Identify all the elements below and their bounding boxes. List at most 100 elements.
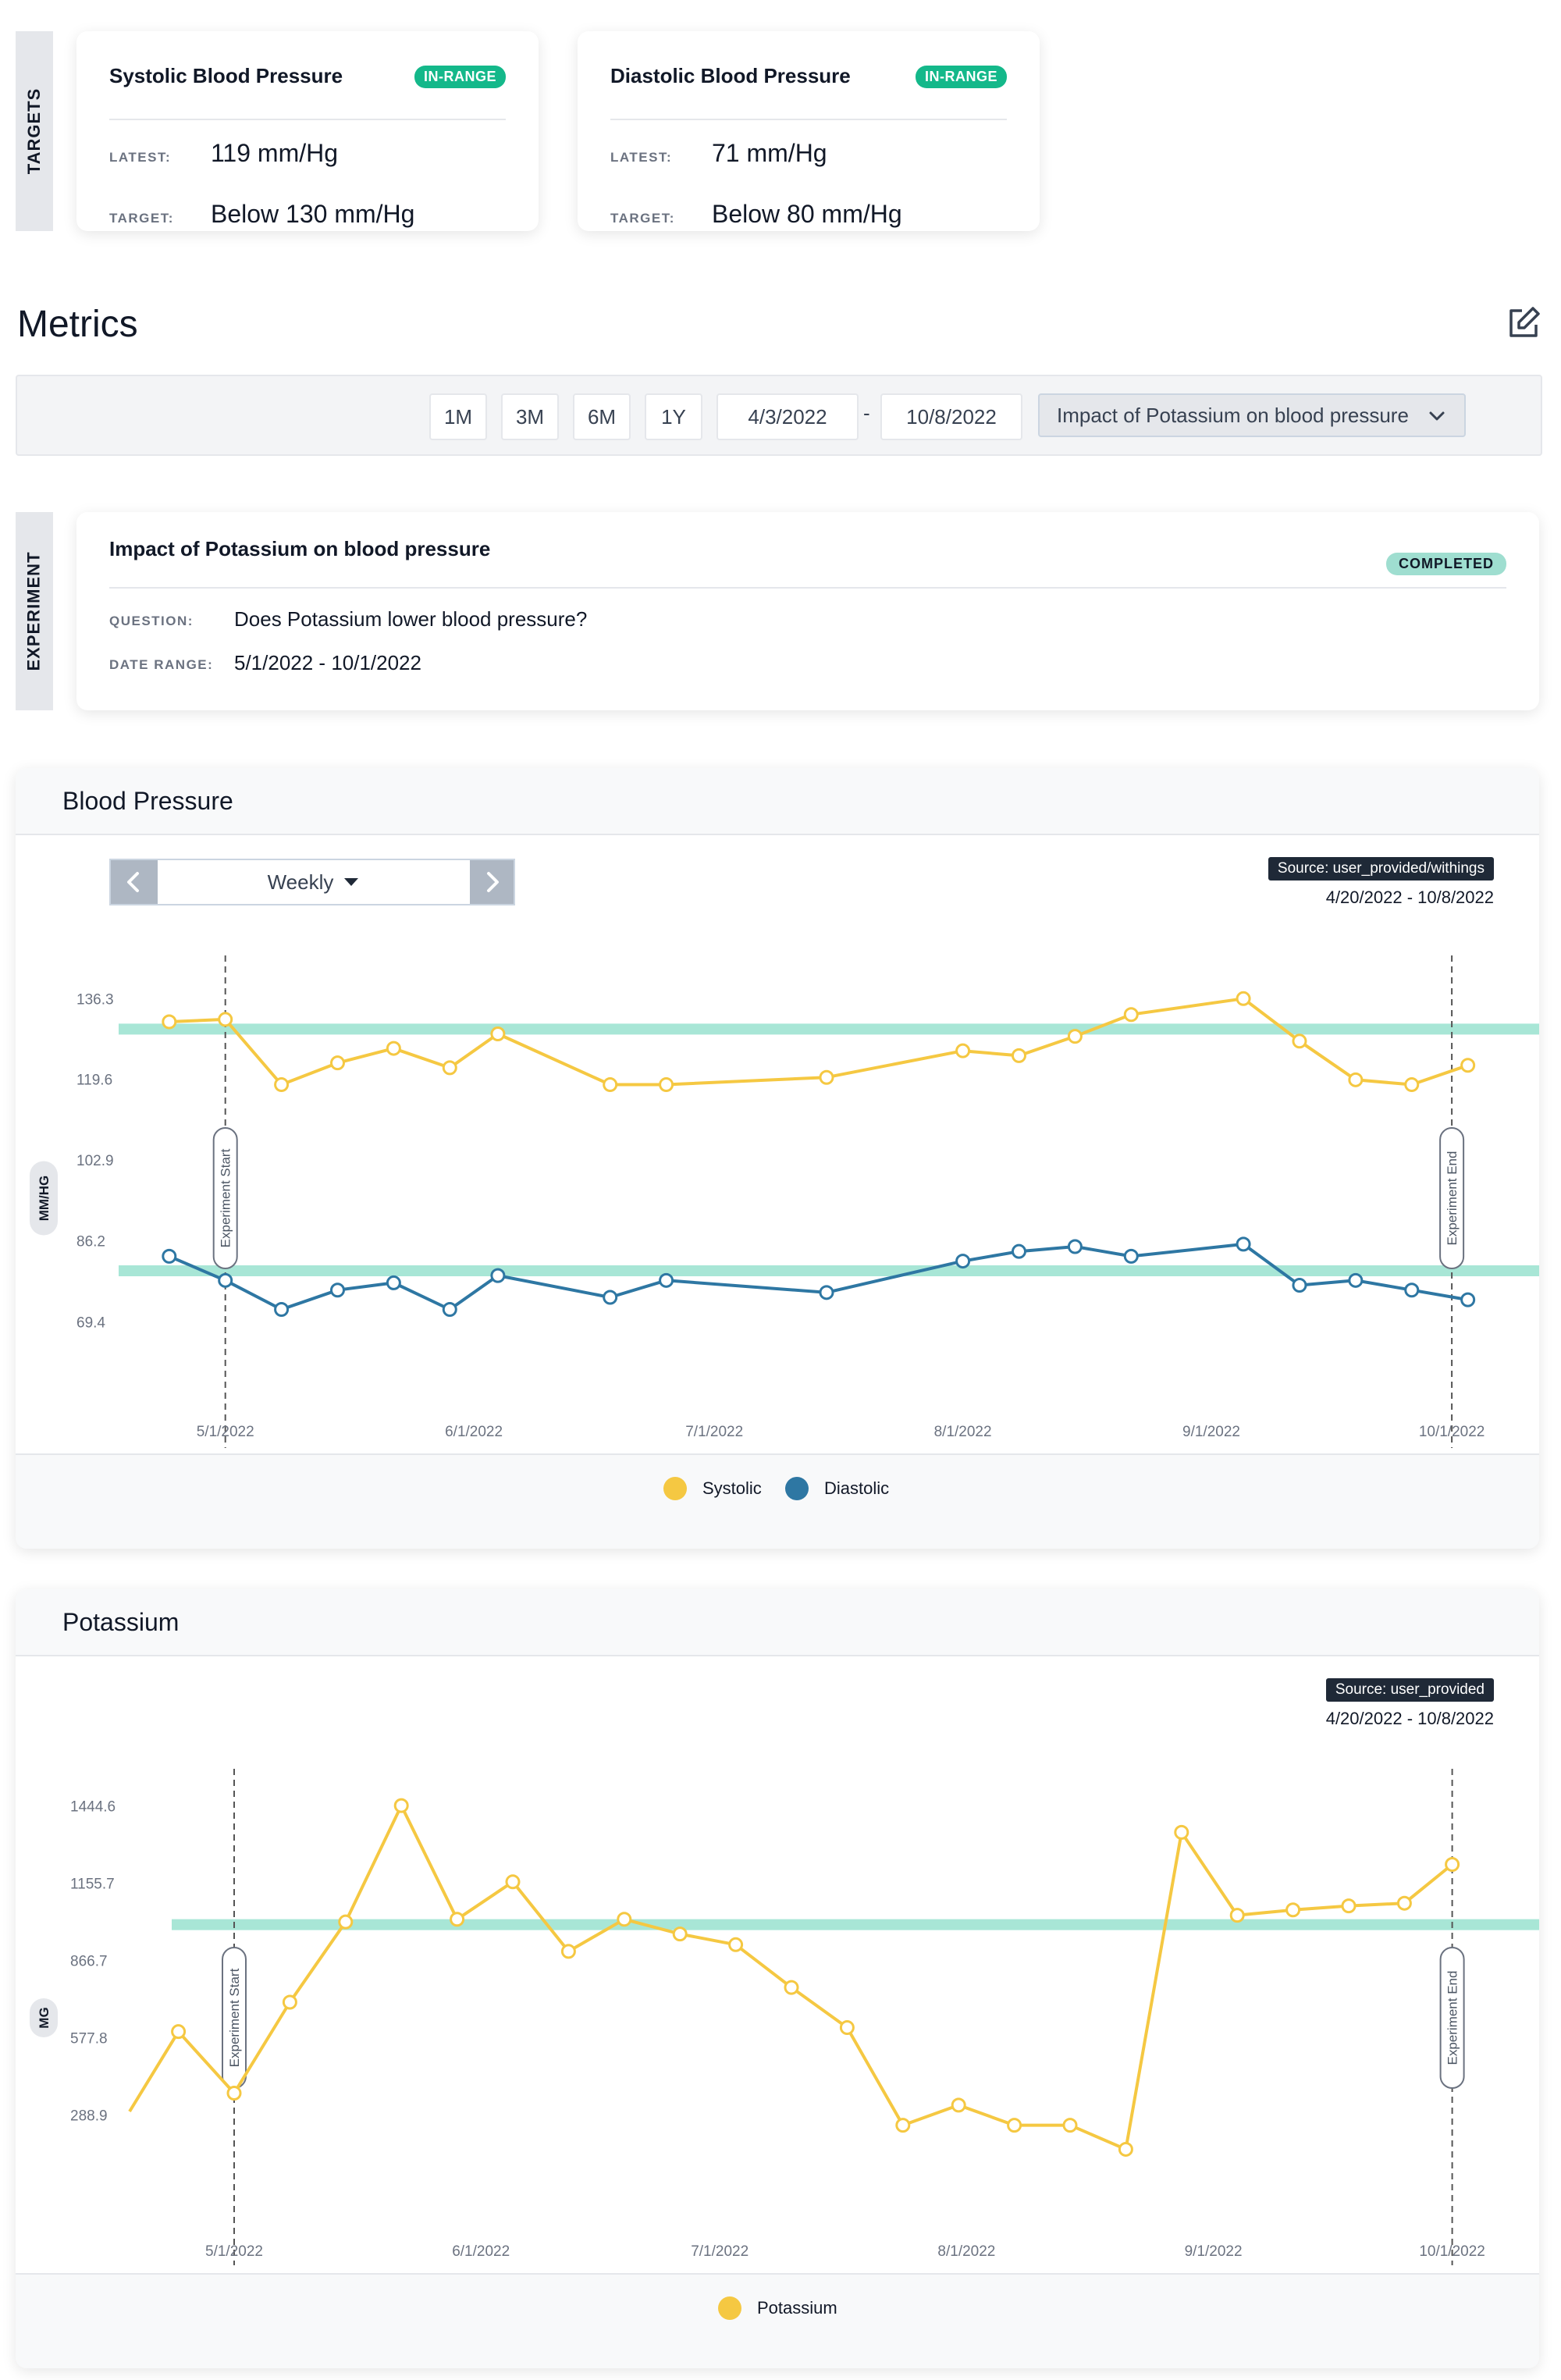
- data-point-potassium: [1396, 1895, 1412, 1911]
- y-tick-label: 577.8: [70, 2030, 108, 2047]
- experiment-select-value: Impact of Potassium on blood pressure: [1057, 403, 1409, 427]
- chart-date-range: 4/20/2022 - 10/8/2022: [1325, 1709, 1494, 1728]
- panel-title: Blood Pressure: [62, 787, 233, 815]
- data-point-systolic: [442, 1060, 457, 1076]
- next-period-button[interactable]: [470, 860, 514, 904]
- source-badge: Source: user_provided/withings: [1268, 857, 1494, 880]
- data-point-systolic: [1123, 1007, 1139, 1023]
- range-3m-button[interactable]: 3M: [501, 393, 559, 440]
- diastolic-target-card: Diastolic Blood Pressure IN-RANGE LATEST…: [578, 31, 1040, 231]
- data-point-potassium: [505, 1874, 521, 1890]
- experiment-marker-pill: [1439, 1947, 1465, 2089]
- data-point-potassium: [1062, 2118, 1078, 2133]
- experiment-side-label: EXPERIMENT: [16, 512, 53, 710]
- start-date-input[interactable]: 4/3/2022: [716, 393, 859, 440]
- data-point-diastolic: [1348, 1272, 1364, 1288]
- date-separator: -: [863, 401, 870, 425]
- series-line-potassium: [128, 1804, 1453, 2151]
- experiment-marker-label: Experiment Start: [227, 1968, 242, 2067]
- prev-period-button[interactable]: [111, 860, 158, 904]
- data-point-systolic: [819, 1069, 834, 1085]
- range-1y-button[interactable]: 1Y: [645, 393, 702, 440]
- target-value: Below 130 mm/Hg: [211, 200, 415, 228]
- legend-item-systolic[interactable]: Systolic: [663, 1477, 762, 1500]
- latest-label: LATEST:: [109, 150, 172, 165]
- diastolic-swatch: [785, 1477, 809, 1500]
- potassium-chart: 1444.6 1155.7 866.7 577.8 288.9 MG Experiment …: [30, 1769, 1539, 2265]
- data-point-diastolic: [329, 1282, 345, 1298]
- experiment-marker-label: Experiment End: [1445, 1971, 1460, 2065]
- data-point-diastolic: [218, 1272, 233, 1288]
- data-point-diastolic: [603, 1290, 618, 1305]
- y-tick-label: 136.3: [76, 991, 114, 1008]
- data-point-potassium: [1007, 2118, 1022, 2133]
- data-point-systolic: [1460, 1058, 1476, 1073]
- experiment-select[interactable]: Impact of Potassium on blood pressure: [1038, 393, 1466, 437]
- data-point-potassium: [784, 1980, 799, 1995]
- date-range-label: DATE RANGE:: [109, 657, 214, 672]
- legend-item-potassium[interactable]: Potassium: [718, 2296, 837, 2320]
- x-tick-label: 5/1/2022: [205, 2243, 263, 2260]
- end-date-input[interactable]: 10/8/2022: [880, 393, 1022, 440]
- data-point-diastolic: [442, 1301, 457, 1317]
- divider: [109, 119, 506, 120]
- data-point-diastolic: [1404, 1282, 1420, 1298]
- y-axis-label-pill: [30, 1998, 58, 2037]
- data-point-potassium: [951, 2097, 966, 2113]
- panel-title: Potassium: [62, 1608, 180, 1636]
- panel-header: Blood Pressure: [16, 768, 1539, 835]
- blood-pressure-panel: Blood Pressure Weekly Source: user_provi…: [16, 768, 1539, 1549]
- target-label: TARGET:: [109, 211, 174, 226]
- x-tick-label: 6/1/2022: [445, 1424, 503, 1440]
- potassium-swatch: [718, 2296, 741, 2320]
- data-point-systolic: [162, 1014, 177, 1030]
- data-point-potassium: [1174, 1824, 1189, 1840]
- latest-label: LATEST:: [610, 150, 673, 165]
- y-axis-label-pill: [30, 1161, 58, 1236]
- edit-icon[interactable]: [1505, 304, 1542, 342]
- data-point-diastolic: [955, 1254, 971, 1269]
- divider: [109, 587, 1506, 589]
- x-tick-label: 9/1/2022: [1182, 1424, 1240, 1440]
- status-badge: IN-RANGE: [916, 66, 1007, 88]
- question-label: QUESTION:: [109, 614, 194, 628]
- data-point-potassium: [728, 1937, 744, 1952]
- targets-side-label: TARGETS: [16, 31, 53, 231]
- data-point-potassium: [338, 1914, 354, 1930]
- target-label: TARGET:: [610, 211, 675, 226]
- x-tick-label: 9/1/2022: [1185, 2243, 1243, 2260]
- data-point-potassium: [672, 1926, 688, 1942]
- legend-item-diastolic[interactable]: Diastolic: [785, 1477, 889, 1500]
- x-tick-label: 10/1/2022: [1419, 1424, 1485, 1440]
- y-tick-label: 288.9: [70, 2108, 108, 2124]
- status-badge: IN-RANGE: [414, 66, 506, 88]
- latest-value: 71 mm/Hg: [712, 139, 827, 167]
- chart-date-range: 4/20/2022 - 10/8/2022: [1325, 888, 1494, 907]
- y-tick-label: 1155.7: [70, 1876, 115, 1892]
- card-title: Systolic Blood Pressure: [109, 64, 343, 87]
- x-tick-label: 8/1/2022: [937, 2243, 995, 2260]
- data-point-systolic: [1348, 1072, 1364, 1087]
- data-point-diastolic: [162, 1248, 177, 1264]
- range-6m-button[interactable]: 6M: [573, 393, 631, 440]
- data-point-systolic: [1011, 1048, 1026, 1063]
- data-point-potassium: [226, 2085, 242, 2101]
- x-tick-label: 6/1/2022: [452, 2243, 510, 2260]
- data-point-systolic: [1236, 991, 1251, 1006]
- data-point-systolic: [329, 1055, 345, 1071]
- data-point-potassium: [1341, 1898, 1357, 1914]
- metrics-filter-bar: 1M 3M 6M 1Y 4/3/2022 - 10/8/2022 Impact …: [16, 375, 1542, 456]
- data-point-diastolic: [274, 1301, 290, 1317]
- y-tick-label: 866.7: [70, 1953, 108, 1969]
- y-axis-label: MG: [37, 2007, 52, 2028]
- divider: [610, 119, 1007, 120]
- x-tick-label: 10/1/2022: [1419, 2243, 1485, 2260]
- data-point-potassium: [450, 1912, 465, 1927]
- experiment-title: Impact of Potassium on blood pressure: [109, 537, 491, 560]
- data-point-diastolic: [1067, 1239, 1083, 1254]
- data-point-systolic: [1292, 1033, 1307, 1049]
- range-1m-button[interactable]: 1M: [429, 393, 487, 440]
- data-point-diastolic: [819, 1285, 834, 1300]
- date-range-value: 5/1/2022 - 10/1/2022: [234, 651, 421, 674]
- period-select[interactable]: Weekly: [158, 860, 470, 904]
